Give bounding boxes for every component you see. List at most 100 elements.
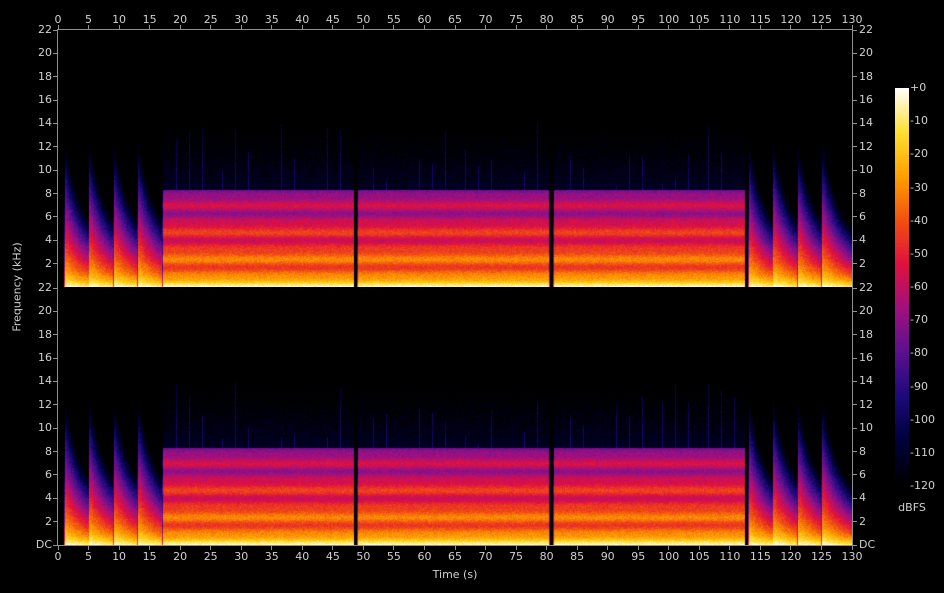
- y-tick-left: [53, 544, 57, 546]
- x-tick-label-bottom: 25: [203, 550, 218, 563]
- x-tick-top: [179, 25, 181, 29]
- x-tick-label-top: 65: [448, 13, 462, 26]
- x-tick-bottom: [179, 546, 181, 550]
- y-tick-label-left: 4: [45, 491, 52, 505]
- x-tick-top: [607, 25, 609, 29]
- x-tick-top: [668, 25, 670, 29]
- x-tick-label-top: 35: [264, 13, 279, 26]
- y-tick-label-right: 16: [859, 93, 873, 107]
- x-tick-label-top: 40: [295, 13, 310, 26]
- y-tick-left: [53, 169, 57, 171]
- colorbar: [895, 88, 909, 486]
- y-tick-label-left: 6: [45, 467, 52, 481]
- y-tick-label-left: 2: [45, 514, 52, 528]
- x-tick-bottom: [851, 546, 853, 550]
- x-tick-bottom: [668, 546, 670, 550]
- y-tick-label-right: 6: [859, 209, 866, 223]
- x-tick-bottom: [576, 546, 578, 550]
- y-tick-label-right: 20: [859, 46, 873, 60]
- y-tick-label-left: 10: [38, 163, 52, 177]
- x-tick-bottom: [546, 546, 548, 550]
- y-tick-label-right: 4: [859, 233, 866, 247]
- x-tick-top: [271, 25, 273, 29]
- x-tick-label-bottom: 90: [600, 550, 615, 563]
- y-tick-label-right: 12: [859, 139, 873, 153]
- x-tick-label-bottom: 85: [570, 550, 585, 563]
- plot-frame: [57, 29, 853, 546]
- x-tick-label-top: 60: [417, 13, 432, 26]
- y-tick-right: [853, 193, 857, 195]
- y-tick-left: [53, 29, 57, 31]
- x-tick-top: [57, 25, 59, 29]
- x-tick-bottom: [637, 546, 639, 550]
- x-tick-top: [485, 25, 487, 29]
- y-tick-label-left: 12: [38, 139, 52, 153]
- y-tick-label-right: 2: [859, 256, 866, 270]
- x-tick-label-top: 70: [478, 13, 493, 26]
- x-tick-label-top: 115: [749, 13, 771, 26]
- colorbar-tick-label: -30: [910, 180, 928, 194]
- x-tick-label-top: 50: [356, 13, 371, 26]
- spectrogram-channel-1: [58, 30, 852, 287]
- x-tick-label-bottom: 45: [325, 550, 340, 563]
- y-tick-right: [853, 451, 857, 453]
- y-tick-right: [853, 310, 857, 312]
- x-tick-label-bottom: 100: [658, 550, 680, 563]
- x-tick-label-top: 15: [142, 13, 157, 26]
- y-tick-label-left: 4: [45, 233, 52, 247]
- colorbar-tick-label: -110: [910, 445, 935, 459]
- y-tick-right: [853, 474, 857, 476]
- y-tick-left: [53, 239, 57, 241]
- y-tick-label-right: 8: [859, 186, 866, 200]
- x-tick-top: [149, 25, 151, 29]
- y-tick-left: [53, 76, 57, 78]
- y-tick-right: [853, 380, 857, 382]
- x-tick-label-top: 75: [509, 13, 524, 26]
- colorbar-tick-label: -90: [910, 379, 928, 393]
- x-tick-bottom: [485, 546, 487, 550]
- y-tick-right: [853, 76, 857, 78]
- y-tick-left: [53, 310, 57, 312]
- x-tick-top: [851, 25, 853, 29]
- y-tick-right: [853, 334, 857, 336]
- y-tick-right: [853, 427, 857, 429]
- y-tick-label-right: 18: [859, 327, 873, 341]
- x-tick-top: [790, 25, 792, 29]
- y-tick-label-right: 18: [859, 69, 873, 83]
- y-tick-left: [53, 263, 57, 265]
- x-tick-bottom: [515, 546, 517, 550]
- y-tick-label-left: 8: [45, 444, 52, 458]
- x-tick-label-top: 0: [54, 13, 62, 26]
- x-tick-bottom: [301, 546, 303, 550]
- x-tick-top: [729, 25, 731, 29]
- x-tick-top: [88, 25, 90, 29]
- y-tick-label-right: 20: [859, 304, 873, 318]
- x-tick-label-bottom: 75: [509, 550, 524, 563]
- y-tick-right: [853, 239, 857, 241]
- x-tick-label-top: 95: [631, 13, 646, 26]
- y-tick-label-right: 16: [859, 351, 873, 365]
- y-tick-left: [53, 427, 57, 429]
- y-tick-label-left: 14: [38, 374, 52, 388]
- x-tick-bottom: [790, 546, 792, 550]
- y-tick-left: [53, 474, 57, 476]
- x-tick-bottom: [698, 546, 700, 550]
- colorbar-tick-label: -40: [910, 213, 928, 227]
- x-tick-top: [423, 25, 425, 29]
- y-tick-left: [53, 52, 57, 54]
- y-tick-left: [53, 404, 57, 406]
- y-tick-label-right: 22: [859, 23, 873, 36]
- x-tick-label-bottom: 105: [688, 550, 710, 563]
- x-tick-top: [759, 25, 761, 29]
- x-tick-label-bottom: 80: [539, 550, 554, 563]
- x-tick-bottom: [271, 546, 273, 550]
- y-tick-left: [53, 497, 57, 499]
- colorbar-tick-label: +0: [910, 81, 927, 94]
- y-tick-label-right: 2: [859, 514, 866, 528]
- x-tick-bottom: [423, 546, 425, 550]
- y-tick-label-right: 14: [859, 374, 873, 388]
- x-tick-top: [393, 25, 395, 29]
- colorbar-tick-label: -80: [910, 346, 928, 360]
- x-tick-top: [362, 25, 364, 29]
- y-tick-label-left: DC: [35, 538, 52, 551]
